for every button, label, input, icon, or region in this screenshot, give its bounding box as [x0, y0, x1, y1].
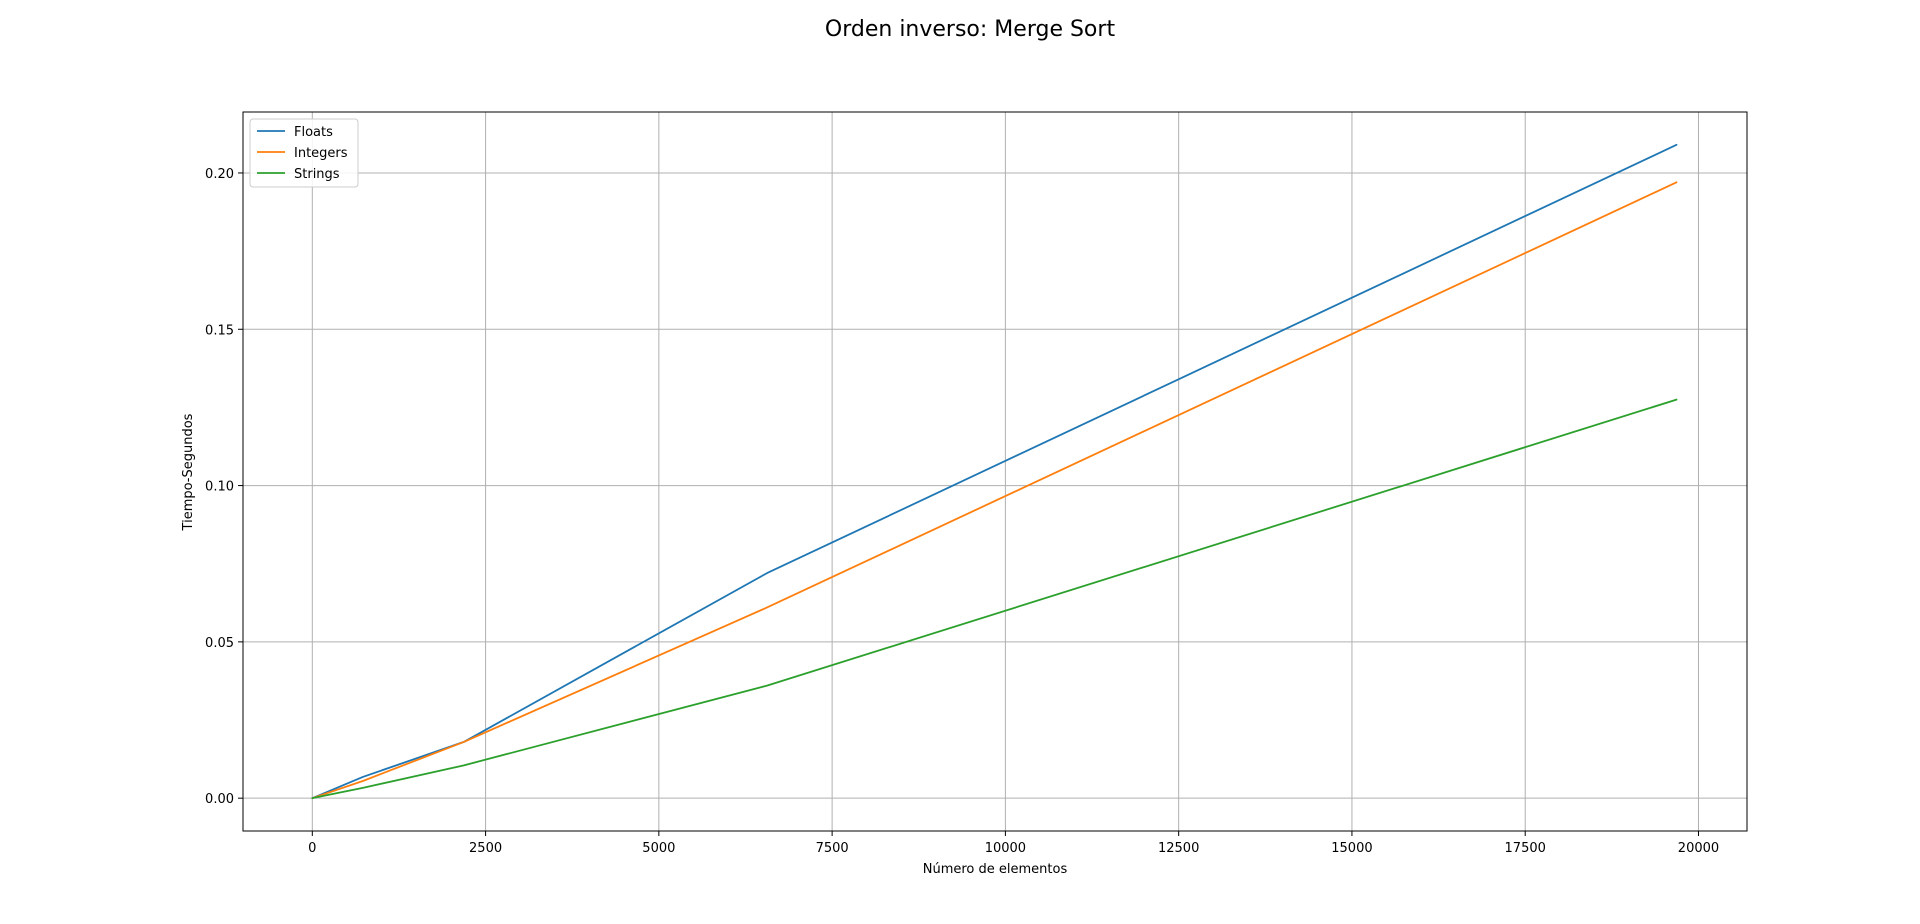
- x-tick-label: 17500: [1505, 841, 1546, 856]
- y-tick-label: 0.00: [205, 792, 234, 807]
- series-line-integers: [311, 181, 1678, 800]
- x-axis-label: Número de elementos: [923, 862, 1068, 877]
- x-tick-label: 2500: [469, 841, 502, 856]
- series-line-floats: [311, 143, 1678, 800]
- x-tick-label: 7500: [816, 841, 849, 856]
- y-tick-label: 0.10: [205, 480, 234, 495]
- series-line-strings: [311, 398, 1678, 800]
- plot-frame: [242, 111, 1748, 832]
- legend-label-integers: Integers: [294, 146, 348, 161]
- y-axis-ticks: 0.00 0.05 0.10 0.15 0.20: [205, 167, 243, 807]
- grid: [243, 112, 1747, 831]
- chart-title: Orden inverso: Merge Sort: [825, 17, 1116, 42]
- y-tick-label: 0.15: [205, 323, 234, 338]
- y-tick-label: 0.20: [205, 167, 234, 182]
- y-tick-label: 0.05: [205, 636, 234, 651]
- x-tick-label: 5000: [642, 841, 675, 856]
- x-tick-label: 10000: [985, 841, 1026, 856]
- x-axis-ticks: 0 2500 5000 7500 10000 12500 15000 17500 20000: [308, 831, 1719, 856]
- series-lines: [311, 143, 1678, 800]
- y-axis-label: Tiempo-Segundos: [181, 413, 196, 531]
- x-tick-label: 0: [308, 841, 316, 856]
- legend-label-floats: Floats: [294, 125, 333, 140]
- legend-box: [249, 118, 359, 188]
- x-tick-label: 12500: [1158, 841, 1199, 856]
- x-tick-label: 15000: [1331, 841, 1372, 856]
- x-tick-label: 20000: [1678, 841, 1719, 856]
- legend-label-strings: Strings: [294, 167, 340, 182]
- legend: Floats Integers Strings: [249, 118, 359, 188]
